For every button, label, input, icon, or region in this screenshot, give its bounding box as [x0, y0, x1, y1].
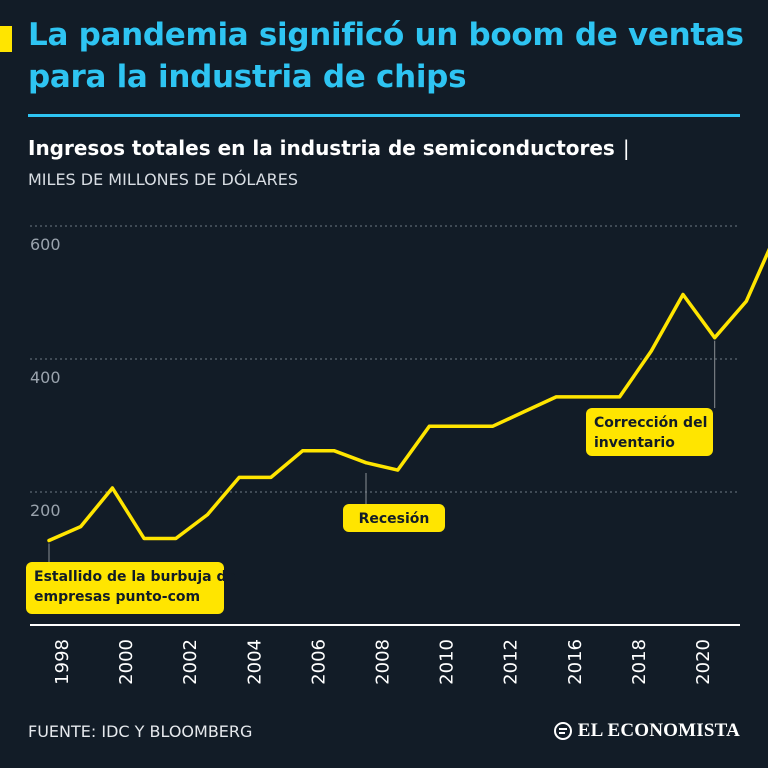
- title-divider: [28, 114, 740, 117]
- data-point: [174, 537, 178, 541]
- data-point: [618, 395, 622, 399]
- x-tick-label: 2020: [693, 639, 714, 685]
- source-note: FUENTE: IDC Y BLOOMBERG: [28, 722, 253, 741]
- title-accent-bar: [0, 26, 12, 52]
- annotation-box: [586, 408, 713, 456]
- data-point: [459, 424, 463, 428]
- brand-icon: [553, 722, 572, 740]
- x-tick-label: 2018: [629, 639, 650, 685]
- data-point: [364, 461, 368, 465]
- data-point: [491, 424, 495, 428]
- annotation-label: Corrección del inventario: [594, 415, 707, 451]
- chart-subtitle: Ingresos totales en la industria de semi…: [28, 136, 630, 160]
- brand-name: EL ECONOMISTA: [577, 720, 740, 741]
- chart-units: MILES DE MILLONES DE DÓLARES: [28, 170, 299, 189]
- data-point: [332, 449, 336, 453]
- x-tick-label: 2000: [116, 639, 137, 685]
- data-point: [206, 513, 209, 517]
- data-point: [744, 299, 748, 303]
- y-tick-label: 400: [30, 368, 61, 387]
- subtitle-text: Ingresos totales en la industria de semi…: [28, 136, 615, 160]
- data-point: [713, 336, 717, 340]
- series-line-ingresos: [47, 247, 768, 543]
- data-point: [47, 539, 51, 543]
- data-point: [523, 410, 526, 414]
- data-point: [142, 537, 146, 541]
- data-point: [586, 395, 590, 399]
- annotation-box: [343, 504, 445, 532]
- data-point: [554, 395, 558, 399]
- data-point: [681, 292, 685, 296]
- data-point: [649, 349, 653, 353]
- annotation-box: [26, 562, 224, 614]
- x-tick-label: 2016: [565, 639, 586, 685]
- x-tick-label: 2002: [180, 639, 201, 685]
- data-point: [396, 468, 400, 472]
- x-tick-label: 2012: [501, 639, 522, 685]
- subtitle-separator: |: [622, 136, 630, 160]
- x-tick-label: 2006: [308, 639, 329, 685]
- page-title: La pandemia significó un boom de ventas …: [28, 17, 744, 95]
- y-tick-label: 600: [30, 235, 61, 254]
- data-point: [110, 486, 114, 490]
- data-point: [301, 449, 305, 453]
- x-tick-label: 2010: [437, 639, 458, 685]
- x-tick-label: 2008: [373, 639, 394, 685]
- brand-logo: EL ECONOMISTA: [553, 720, 740, 742]
- annotation-label: Estallido de la burbuja de empresas punto…: [34, 569, 236, 605]
- x-tick-label: 2004: [244, 639, 265, 685]
- data-point: [427, 424, 431, 428]
- y-tick-label: 200: [30, 501, 61, 520]
- data-point: [237, 475, 241, 479]
- annotation-label: Recesión: [359, 511, 430, 527]
- x-tick-label: 1998: [52, 639, 73, 685]
- data-point: [79, 525, 83, 529]
- data-point: [269, 475, 273, 479]
